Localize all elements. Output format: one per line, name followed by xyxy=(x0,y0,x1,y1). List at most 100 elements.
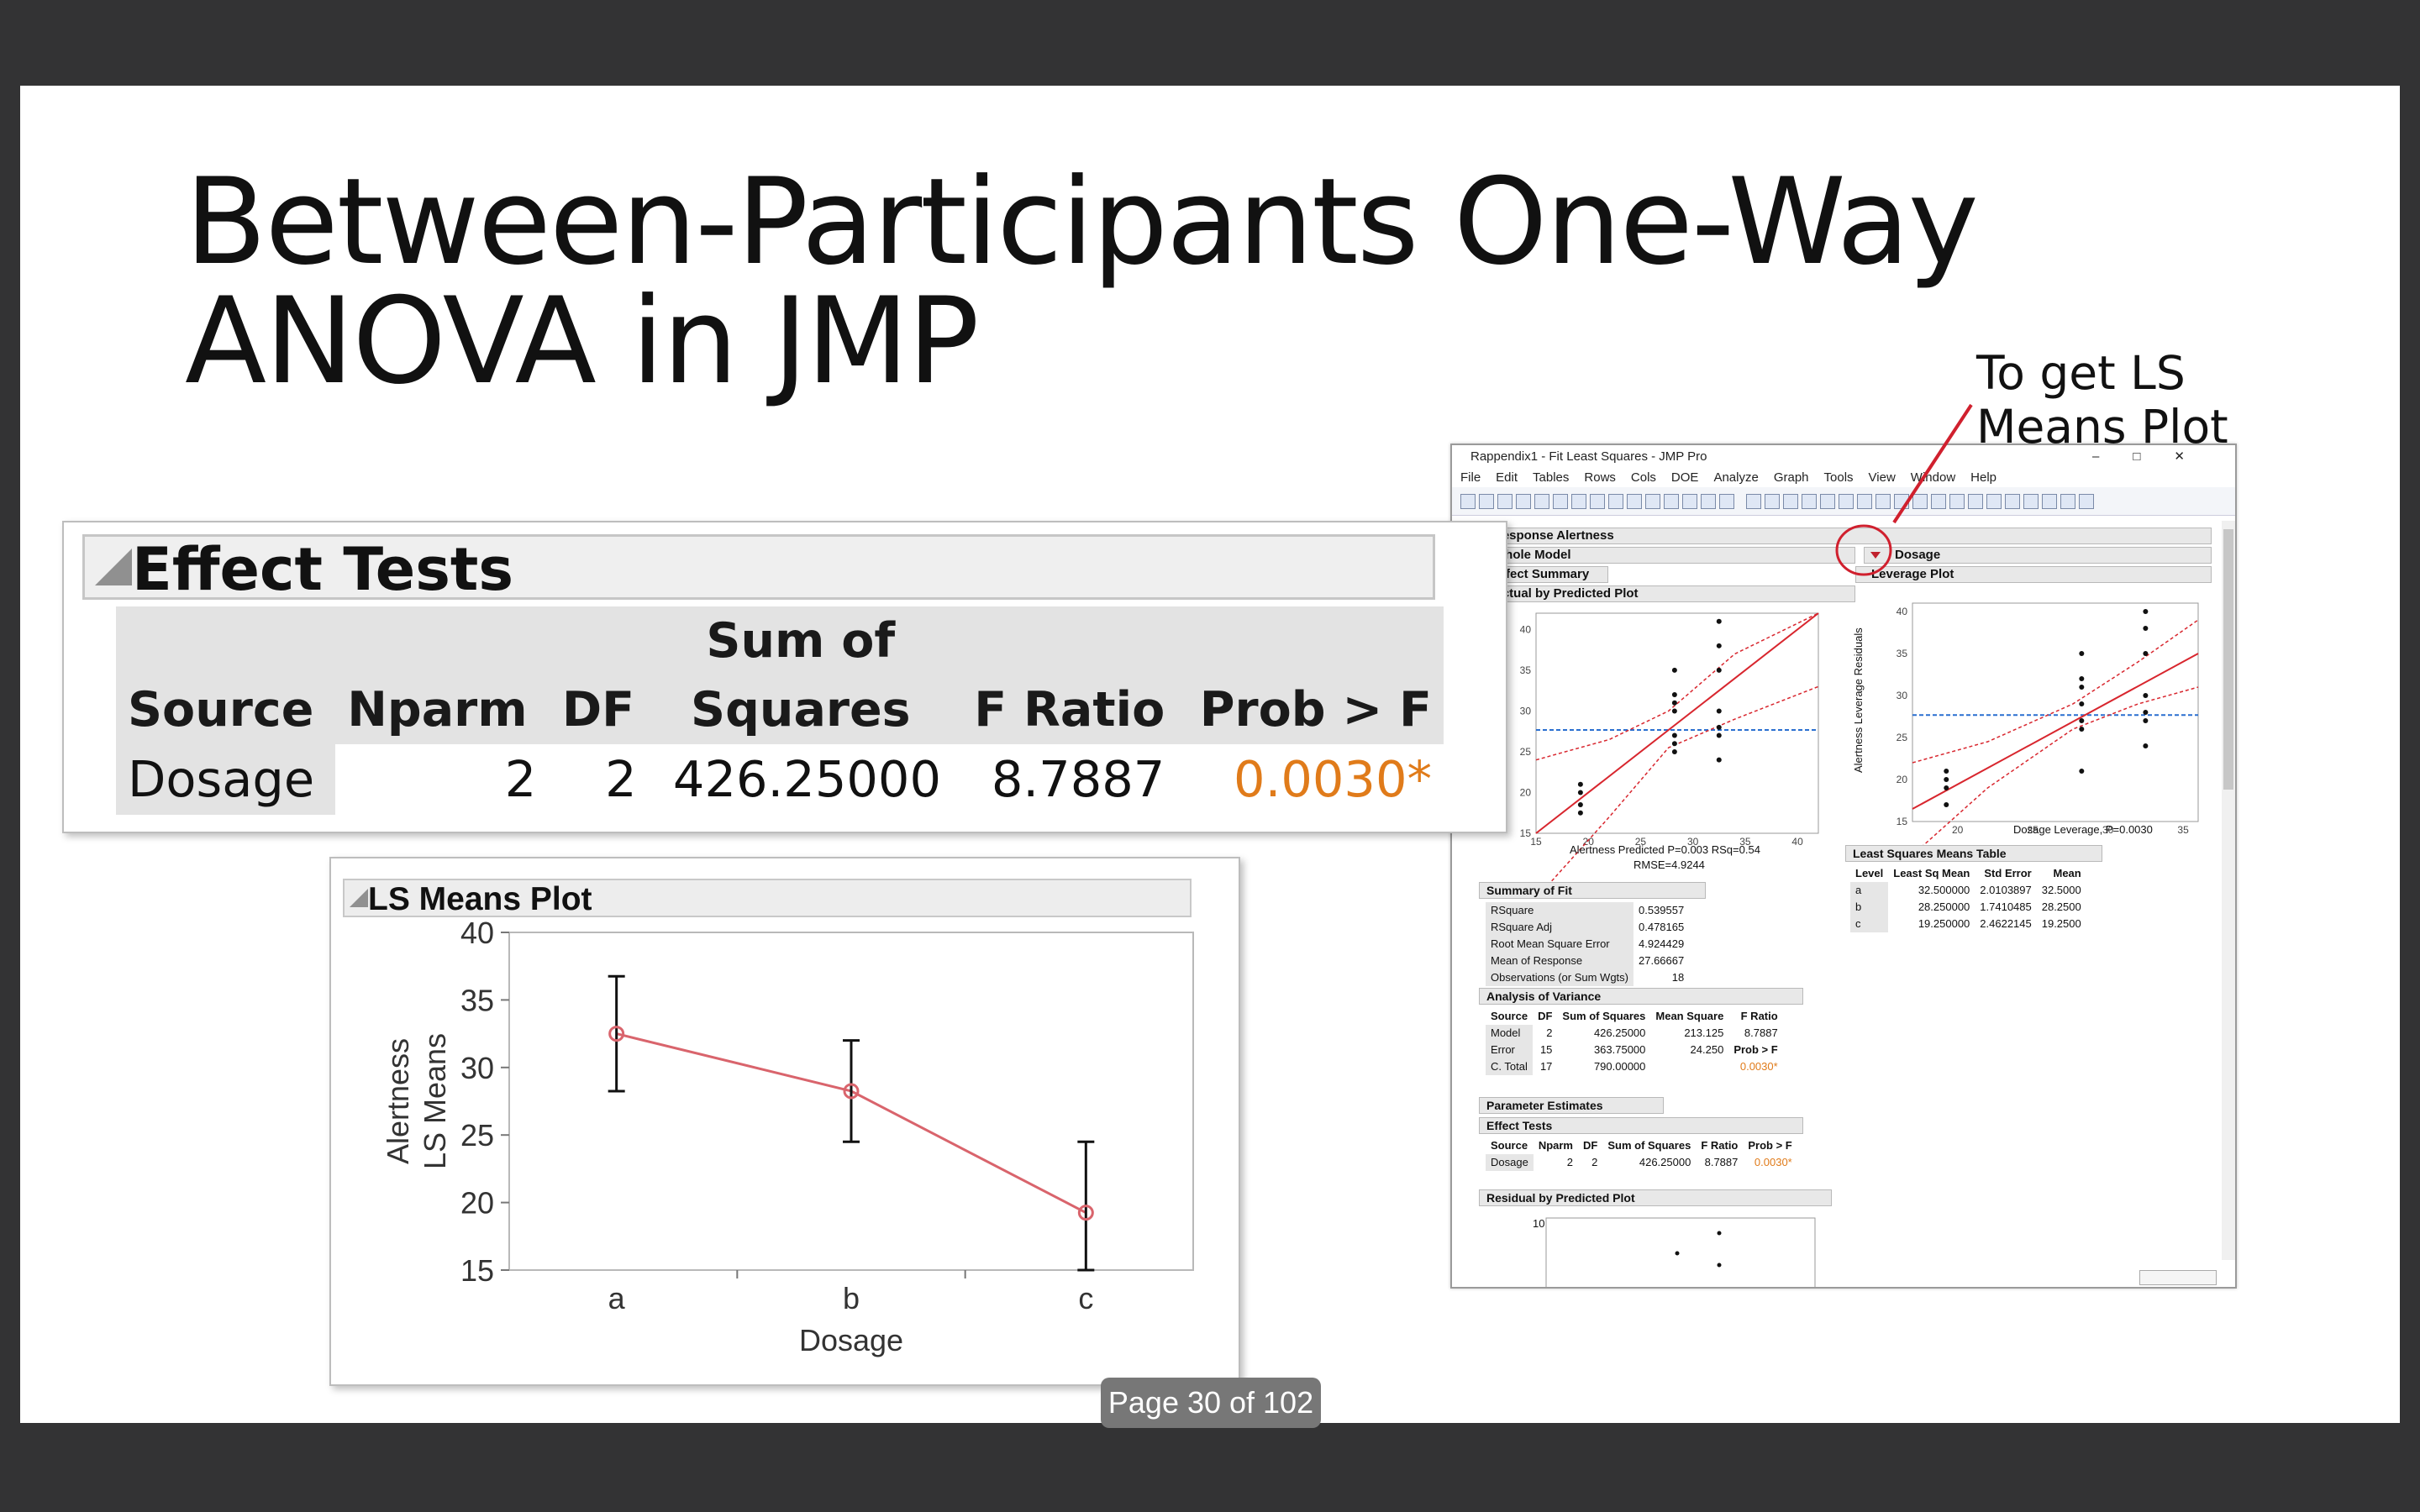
effect-tests-table: Source Nparm DF Sum of Squares F Ratio P… xyxy=(116,606,1444,815)
toolbar-button-icon[interactable] xyxy=(1571,494,1586,509)
x-tick-label: 30 xyxy=(1687,836,1699,848)
y-tick-label: 40 xyxy=(1897,606,1908,617)
scrollbar-thumb[interactable] xyxy=(2223,529,2233,790)
data-point xyxy=(1671,732,1677,738)
column-header: Std Error xyxy=(1984,867,2032,879)
outline-summary-of-fit[interactable]: Summary of Fit xyxy=(1479,882,1706,899)
anova-table: Source DF Sum of Squares Mean Square F Ratio… xyxy=(1486,1008,1783,1075)
table-row: c 19.250000 2.4622145 19.2500 xyxy=(1850,916,2086,932)
toolbar-button-icon[interactable] xyxy=(2005,494,2020,509)
toolbar-button-icon[interactable] xyxy=(2060,494,2075,509)
menu-item[interactable]: Cols xyxy=(1630,470,1656,485)
toolbar-button-icon[interactable] xyxy=(1765,494,1780,509)
x-tick-label: 40 xyxy=(1791,836,1803,848)
y-tick-label: 15 xyxy=(1897,816,1908,827)
toolbar-button-icon[interactable] xyxy=(1783,494,1798,509)
outline-dosage[interactable]: Dosage xyxy=(1864,547,2212,564)
menu-item[interactable]: DOE xyxy=(1670,470,1699,485)
toolbar-button-icon[interactable] xyxy=(1719,494,1734,509)
toolbar-button-icon[interactable] xyxy=(1479,494,1494,509)
toolbar-button-icon[interactable] xyxy=(1645,494,1660,509)
menu-item[interactable]: Tables xyxy=(1533,470,1570,485)
table-cell: c xyxy=(1850,916,1889,932)
confidence-band xyxy=(1912,686,2199,856)
toolbar-button-icon[interactable] xyxy=(1460,494,1476,509)
red-triangle-menu-icon[interactable] xyxy=(1870,552,1881,559)
disclosure-triangle-icon[interactable] xyxy=(350,889,368,907)
data-point xyxy=(1671,748,1677,754)
leverage-caption: Dosage Leverage, P=0.0030 xyxy=(2013,823,2153,836)
toolbar-button-icon[interactable] xyxy=(1857,494,1872,509)
toolbar-button-icon[interactable] xyxy=(1701,494,1716,509)
outline-anova[interactable]: Analysis of Variance xyxy=(1479,988,1803,1005)
toolbar-button-icon[interactable] xyxy=(1682,494,1697,509)
outline-lsmeans-table[interactable]: Least Squares Means Table xyxy=(1845,845,2102,862)
outline-effect-tests[interactable]: Effect Tests xyxy=(1479,1117,1803,1134)
toolbar-button-icon[interactable] xyxy=(1497,494,1512,509)
table-cell: 4.924429 xyxy=(1639,937,1685,950)
y-axis-label: Alertness xyxy=(381,1038,415,1164)
menu-item[interactable]: Rows xyxy=(1584,470,1616,485)
cell-prob-f: 0.0030* xyxy=(1234,750,1432,808)
outline-whole-model[interactable]: Whole Model xyxy=(1486,547,1855,564)
menu-item[interactable]: Analyze xyxy=(1713,470,1759,485)
toolbar-button-icon[interactable] xyxy=(1839,494,1854,509)
table-header-row: Level Least Sq Mean Std Error Mean xyxy=(1850,865,2086,882)
toolbar-button-icon[interactable] xyxy=(2079,494,2094,509)
toolbar-button-icon[interactable] xyxy=(1608,494,1623,509)
x-tick-label: 25 xyxy=(1635,836,1647,848)
toolbar-button-icon[interactable] xyxy=(1516,494,1531,509)
toolbar-button-icon[interactable] xyxy=(1876,494,1891,509)
outline-leverage-plot[interactable]: Leverage Plot xyxy=(1855,566,2212,583)
toolbar-button-icon[interactable] xyxy=(1553,494,1568,509)
y-tick-label: 30 xyxy=(460,1051,494,1085)
toolbar-button-icon[interactable] xyxy=(1802,494,1817,509)
toolbar-button-icon[interactable] xyxy=(1627,494,1642,509)
disclosure-triangle-icon[interactable] xyxy=(95,549,132,585)
menu-item[interactable]: File xyxy=(1460,470,1481,485)
outline-actual-by-predicted[interactable]: Actual by Predicted Plot xyxy=(1486,585,1855,602)
menu-item[interactable]: Edit xyxy=(1496,470,1518,485)
table-cell: 32.5000 xyxy=(2041,884,2081,896)
outline-effect-summary[interactable]: Effect Summary xyxy=(1486,566,1608,583)
annotation-circle xyxy=(1835,524,1892,576)
toolbar-button-icon[interactable] xyxy=(1590,494,1605,509)
data-point xyxy=(2143,651,2149,656)
table-cell: 8.7887 xyxy=(1744,1026,1778,1039)
column-header: Sum of Squares xyxy=(1562,1010,1646,1022)
column-header: Source xyxy=(1491,1139,1528,1152)
data-point xyxy=(1944,802,1949,807)
avp-plot: 15 20 25 30 35 40 15 20 25 30 35 40 xyxy=(1520,612,1819,900)
table-cell: 2.4622145 xyxy=(1980,917,2032,930)
outline-response[interactable]: Response Alertness xyxy=(1486,528,2212,544)
lsmeans-table: Level Least Sq Mean Std Error Mean a 32.50000… xyxy=(1850,865,2086,932)
menu-item[interactable]: Tools xyxy=(1823,470,1854,485)
toolbar-button-icon[interactable] xyxy=(1820,494,1835,509)
effect-tests-header[interactable]: Effect Tests xyxy=(82,534,1435,601)
outline-residual[interactable]: Residual by Predicted Plot xyxy=(1479,1189,1832,1206)
toolbar-button-icon[interactable] xyxy=(1534,494,1549,509)
data-point xyxy=(2079,651,2085,656)
ls-means-title: LS Means Plot xyxy=(368,881,592,917)
data-point xyxy=(2079,701,2085,706)
toolbar-button-icon[interactable] xyxy=(2023,494,2039,509)
cell-source: Dosage xyxy=(116,744,336,815)
x-axis-label: Dosage xyxy=(799,1323,903,1357)
outline-parameter-estimates[interactable]: Parameter Estimates xyxy=(1479,1097,1664,1114)
data-point xyxy=(2079,769,2085,774)
toolbar-button-icon[interactable] xyxy=(1986,494,2002,509)
data-point xyxy=(1944,785,1949,790)
status-controls[interactable] xyxy=(2139,1270,2217,1285)
menu-item[interactable]: View xyxy=(1868,470,1896,485)
toolbar-button-icon[interactable] xyxy=(1746,494,1761,509)
table-cell: 32.500000 xyxy=(1918,884,1970,896)
menu-item[interactable]: Help xyxy=(1970,470,1997,485)
x-tick-label: 20 xyxy=(1952,824,1964,836)
toolbar-button-icon[interactable] xyxy=(2042,494,2057,509)
data-point xyxy=(2143,718,2149,723)
ls-means-header[interactable]: LS Means Plot xyxy=(343,879,1192,917)
toolbar-button-icon[interactable] xyxy=(1664,494,1679,509)
table-cell: 19.2500 xyxy=(2041,917,2081,930)
window-controls-icon[interactable]: –□✕ xyxy=(2092,449,2218,464)
menu-item[interactable]: Graph xyxy=(1773,470,1809,485)
